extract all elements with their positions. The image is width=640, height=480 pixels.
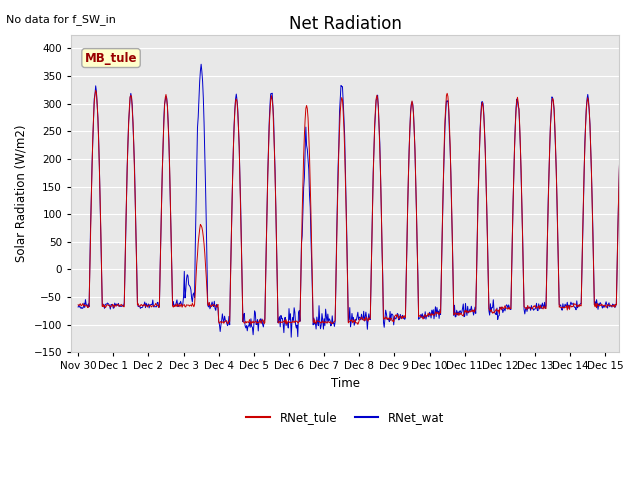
RNet_tule — [194, 252, 202, 258]
RNet_wat — [74, 304, 82, 310]
Line: RNet_wat: RNet_wat — [78, 64, 623, 337]
RNet_tule — [350, 319, 358, 324]
RNet_wat — [487, 310, 495, 315]
RNet_tule — [354, 322, 362, 327]
RNet_tule — [595, 303, 603, 309]
RNet_tule — [487, 307, 495, 312]
RNet_wat — [351, 320, 359, 325]
RNet_tule — [577, 303, 584, 309]
RNet_tule — [619, 95, 627, 100]
RNet_wat — [619, 93, 627, 98]
Text: No data for f_SW_in: No data for f_SW_in — [6, 14, 116, 25]
RNet_wat — [241, 311, 248, 316]
Text: MB_tule: MB_tule — [84, 51, 138, 65]
Title: Net Radiation: Net Radiation — [289, 15, 402, 33]
RNet_wat — [287, 335, 295, 340]
Line: RNet_tule: RNet_tule — [78, 90, 623, 324]
Legend: RNet_tule, RNet_wat: RNet_tule, RNet_wat — [242, 406, 449, 429]
X-axis label: Time: Time — [331, 377, 360, 390]
RNet_tule — [92, 87, 100, 93]
RNet_tule — [74, 302, 82, 308]
RNet_tule — [241, 320, 248, 326]
RNet_wat — [197, 61, 205, 67]
RNet_wat — [577, 301, 584, 307]
RNet_wat — [595, 301, 603, 307]
Y-axis label: Solar Radiation (W/m2): Solar Radiation (W/m2) — [15, 125, 28, 262]
RNet_wat — [193, 170, 200, 176]
